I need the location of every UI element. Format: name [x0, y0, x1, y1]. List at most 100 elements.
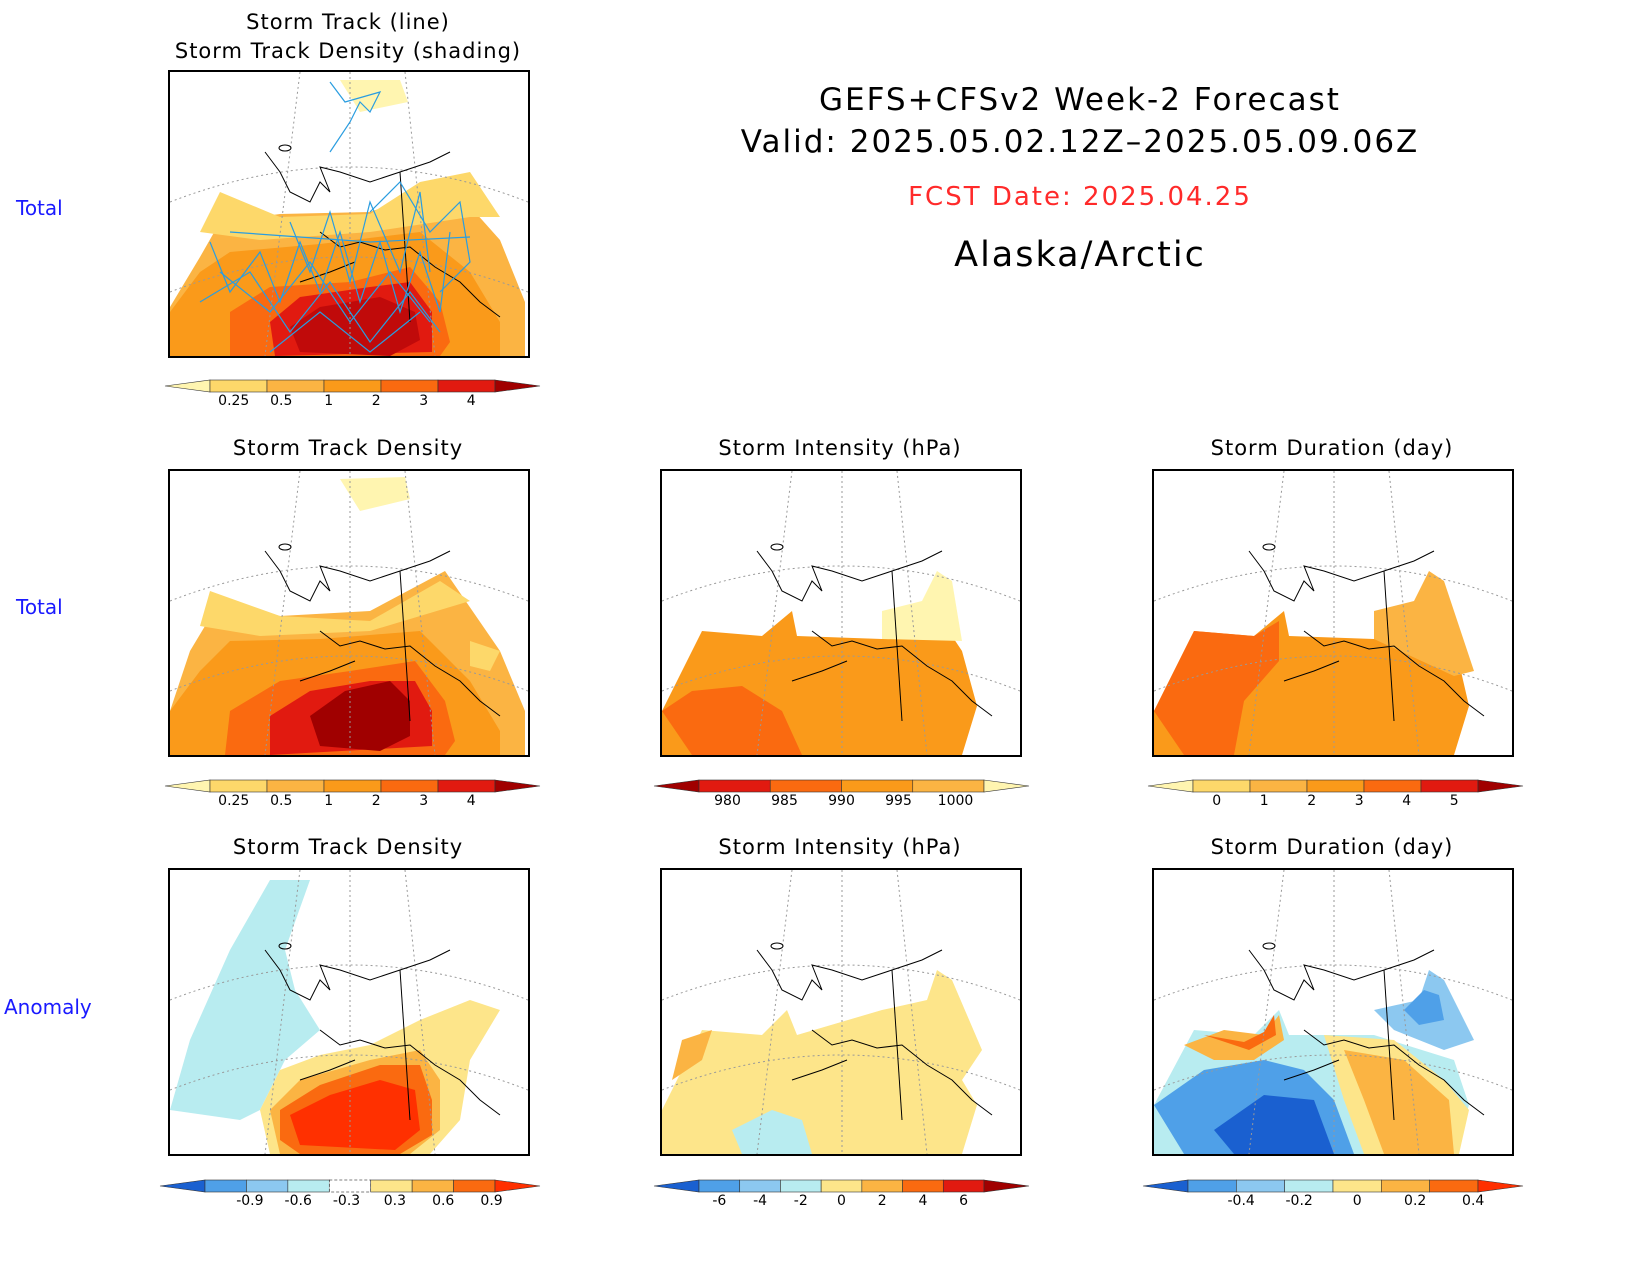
colorbar-segment — [494, 779, 541, 793]
valid-period: Valid: 2025.05.02.12Z–2025.05.09.06Z — [740, 124, 1420, 160]
colorbar-segment — [820, 1179, 863, 1193]
colorbar-tick-label: 0 — [837, 1193, 846, 1209]
colorbar-segment — [1477, 1179, 1524, 1193]
colorbar-tick-label: 6 — [959, 1193, 968, 1209]
colorbar-segment — [323, 779, 382, 793]
colorbar-duration-total: 0 1 2 3 4 5 — [1147, 777, 1524, 809]
colorbar-tick-label: 2 — [372, 393, 381, 409]
colorbar-segment — [1249, 779, 1308, 793]
colorbar-tick-label: 4 — [467, 793, 476, 809]
colorbar-tick-label: -0.3 — [333, 1193, 360, 1209]
colorbar-tick-label: 3 — [1355, 793, 1364, 809]
colorbar-tick-label: 0.9 — [480, 1193, 502, 1209]
colorbar-segment — [902, 1179, 944, 1193]
colorbar-tick-label: 980 — [714, 793, 741, 809]
colorbar-tick-label: 0.25 — [218, 393, 249, 409]
map-density-total — [168, 469, 530, 757]
density-total-title: Storm Track Density — [232, 436, 464, 460]
colorbar-segment — [1477, 779, 1524, 793]
colorbar-segment — [494, 1179, 541, 1193]
colorbar-tick-label: 985 — [771, 793, 798, 809]
colorbar-segment — [780, 1179, 822, 1193]
colorbar-segment — [698, 779, 771, 793]
colorbar-duration-anomaly: -0.4 -0.2 0 0.2 0.4 — [1142, 1177, 1524, 1209]
map-duration-anomaly — [1152, 868, 1514, 1156]
colorbar-segment — [739, 1179, 781, 1193]
colorbar-segment — [1192, 779, 1251, 793]
colorbar-segment — [204, 1179, 247, 1193]
colorbar-tick-label: 1 — [324, 793, 333, 809]
colorbar-segment — [164, 779, 211, 793]
colorbar-tick-label: 3 — [419, 793, 428, 809]
colorbar-segment — [1420, 779, 1479, 793]
colorbar-segment — [653, 1179, 700, 1193]
colorbar-segment — [1187, 1179, 1237, 1193]
colorbar-segment — [380, 779, 439, 793]
colorbar-segment — [209, 779, 268, 793]
colorbar-segment — [266, 379, 325, 393]
density-anom-title: Storm Track Density — [232, 835, 464, 859]
colorbar-tick-label: 0 — [1353, 1193, 1362, 1209]
colorbar-tick-label: 1000 — [938, 793, 974, 809]
colorbar-tick-label: -0.4 — [1228, 1193, 1255, 1209]
colorbar-tick-label: 995 — [885, 793, 912, 809]
colorbar-tick-label: 2 — [878, 1193, 887, 1209]
colorbar-segment — [323, 379, 382, 393]
colorbar-tick-label: 0.3 — [384, 1193, 406, 1209]
colorbar-tick-label: -0.6 — [285, 1193, 312, 1209]
colorbar-track: 0.25 0.5 1 2 3 4 — [164, 377, 541, 409]
colorbar-segment — [209, 379, 268, 393]
colorbar-segment — [159, 1179, 206, 1193]
colorbar-segment — [942, 1179, 985, 1193]
colorbar-segment — [287, 1179, 330, 1193]
intensity-total-title: Storm Intensity (hPa) — [718, 436, 962, 460]
colorbar-segment — [1306, 779, 1365, 793]
colorbar-tick-label: 1 — [1260, 793, 1269, 809]
map-duration-total — [1152, 469, 1514, 757]
colorbar-density-anomaly: -0.9 -0.6 -0.3 0.3 0.6 0.9 — [159, 1177, 541, 1209]
map-intensity-anomaly — [660, 868, 1022, 1156]
colorbar-tick-label: -2 — [794, 1193, 808, 1209]
duration-total-title: Storm Duration (day) — [1210, 436, 1454, 460]
colorbar-tick-label: 0.4 — [1462, 1193, 1484, 1209]
colorbar-segment — [1147, 779, 1194, 793]
colorbar-tick-label: 5 — [1450, 793, 1459, 809]
colorbar-tick-label: 0.2 — [1404, 1193, 1426, 1209]
colorbar-segment — [861, 1179, 903, 1193]
colorbar-tick-label: 0.6 — [432, 1193, 454, 1209]
colorbar-tick-label: -0.2 — [1286, 1193, 1313, 1209]
intensity-anom-title: Storm Intensity (hPa) — [718, 835, 962, 859]
colorbar-tick-label: 0.5 — [270, 793, 292, 809]
map-density-anomaly — [168, 868, 530, 1156]
colorbar-segment — [246, 1179, 289, 1193]
colorbar-tick-label: -0.9 — [236, 1193, 263, 1209]
colorbar-tick-label: 0.25 — [218, 793, 249, 809]
colorbar-tick-label: 2 — [372, 793, 381, 809]
colorbar-tick-label: 0 — [1212, 793, 1221, 809]
storm-track-lines — [199, 81, 471, 353]
graticule — [170, 72, 528, 356]
map-storm-track — [168, 70, 530, 358]
colorbar-segment — [164, 379, 211, 393]
colorbar-intensity-anomaly: -6 -4 -2 0 2 4 6 — [653, 1177, 1030, 1209]
track-title-shading: Storm Track Density (shading) — [174, 39, 522, 63]
colorbar-tick-label: 4 — [918, 1193, 927, 1209]
colorbar-tick-label: -6 — [712, 1193, 726, 1209]
forecast-date: FCST Date: 2025.04.25 — [908, 182, 1252, 212]
row-label-total-1: Total — [16, 196, 63, 220]
colorbar-segment — [841, 779, 914, 793]
colorbar-segment — [370, 1179, 413, 1193]
colorbar-segment — [380, 379, 439, 393]
colorbar-segment — [983, 1179, 1030, 1193]
duration-anom-title: Storm Duration (day) — [1210, 835, 1454, 859]
colorbar-segment — [1236, 1179, 1285, 1193]
colorbar-tick-label: -4 — [753, 1193, 767, 1209]
colorbar-segment — [983, 779, 1030, 793]
colorbar-density-total: 0.25 0.5 1 2 3 4 — [164, 777, 541, 809]
density-shading — [170, 80, 525, 356]
colorbar-segment — [266, 779, 325, 793]
colorbar-segment — [437, 379, 496, 393]
colorbar-segment — [1363, 779, 1422, 793]
colorbar-tick-label: 2 — [1307, 793, 1316, 809]
colorbar-segment — [769, 779, 842, 793]
